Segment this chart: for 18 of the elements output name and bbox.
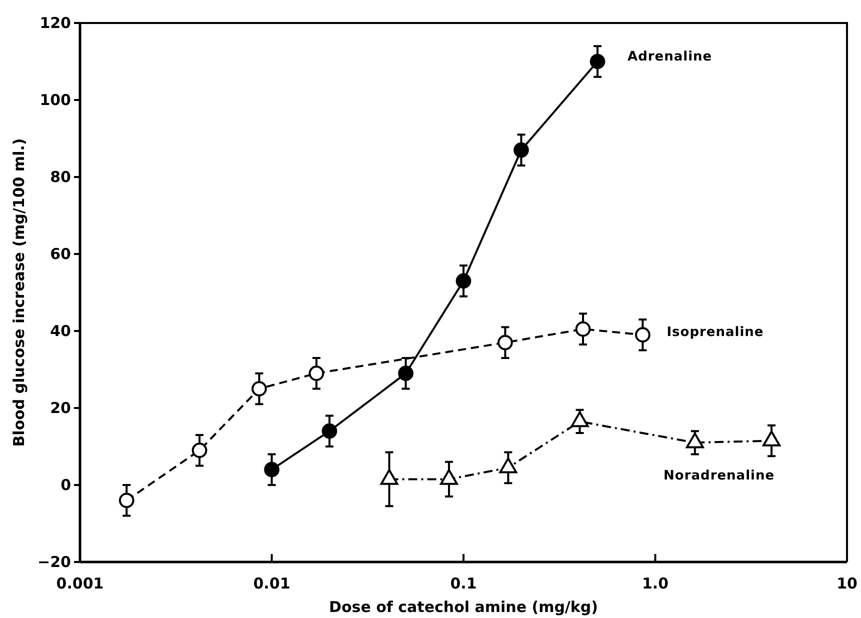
series-label: Noradrenaline bbox=[664, 468, 775, 484]
x-axis-title: Dose of catechol amine (mg/kg) bbox=[329, 598, 598, 616]
y-tick-label: 0 bbox=[60, 476, 71, 494]
series-label: Adrenaline bbox=[628, 50, 712, 64]
x-tick-label: 10 bbox=[836, 574, 858, 593]
y-tick-label: 80 bbox=[50, 168, 71, 186]
x-tick-label: 1.0 bbox=[642, 574, 669, 593]
y-tick-label: 100 bbox=[40, 90, 71, 109]
x-tick-label: 0.001 bbox=[56, 574, 104, 593]
y-tick-label: 20 bbox=[50, 398, 71, 417]
series-label: Isoprenaline bbox=[666, 324, 764, 340]
y-tick-label: 40 bbox=[50, 322, 71, 340]
y-tick-label: −20 bbox=[38, 552, 71, 571]
y-tick-label: 120 bbox=[40, 14, 71, 32]
x-tick-label: 0.01 bbox=[253, 574, 290, 593]
y-tick-label: 60 bbox=[50, 244, 71, 263]
y-axis-title: Blood glucose increase (mg/100 ml.) bbox=[10, 138, 28, 447]
x-tick-label: 0.1 bbox=[450, 574, 477, 593]
